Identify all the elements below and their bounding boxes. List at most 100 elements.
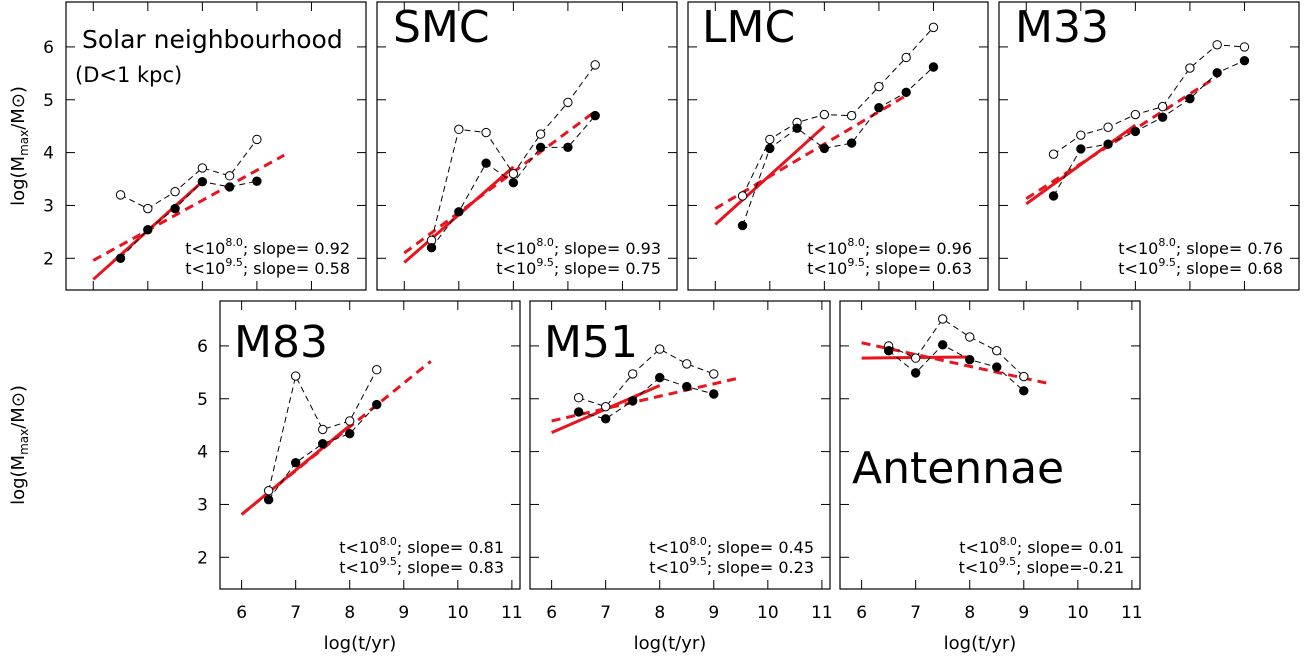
open-point [345, 416, 355, 426]
filled-point [846, 138, 857, 148]
annotation-exponent: 9.5 [379, 555, 397, 568]
annotation-rhs: ; slope= 0.75 [554, 259, 661, 278]
x-tick-label: 6 [236, 603, 247, 623]
panel-title: M83 [234, 317, 328, 368]
open-point [372, 364, 382, 375]
slope-annotation: t<108.0; slope= 0.45 [649, 535, 814, 557]
x-tick-label: 9 [708, 603, 719, 623]
slope-annotation: t<108.0; slope= 0.76 [1118, 236, 1283, 258]
panel-subtitle: (D<1 kpc) [75, 63, 182, 87]
annotation-exponent: 8.0 [847, 236, 865, 249]
panel: 2 3 4 5 6 Solar neighbourhood (D<1 kpc) t<108.0… [8, 1, 367, 291]
open-point [1130, 109, 1141, 120]
annotation-rhs: ; slope= 0.81 [397, 538, 504, 557]
open-point [224, 171, 235, 181]
annotation-lhs: t<10 [1118, 239, 1158, 258]
annotation-rhs: ; slope= 0.76 [1176, 239, 1283, 258]
open-point [1212, 40, 1222, 50]
filled-point [535, 142, 546, 153]
filled-point [965, 354, 975, 365]
open-point [1185, 63, 1195, 73]
open-point [535, 129, 546, 139]
y-tick-label: 2 [197, 548, 208, 568]
annotation-lhs: t<10 [496, 239, 536, 258]
series-line [1053, 44, 1245, 155]
open-point [318, 424, 328, 435]
slope-annotation: t<108.0; slope= 0.01 [959, 535, 1124, 557]
annotation-exponent: 8.0 [1158, 236, 1176, 249]
plot-frame [65, 1, 367, 291]
filled-point [655, 372, 665, 383]
filled-point [1048, 191, 1059, 201]
fit-line [1025, 75, 1218, 200]
annotation-exponent: 9.5 [999, 555, 1017, 568]
slope-annotation: t<109.5; slope=-0.21 [959, 555, 1124, 577]
filled-point [563, 142, 573, 153]
open-point [1048, 149, 1059, 159]
open-point [709, 369, 719, 379]
y-tick-label: 2 [43, 249, 54, 269]
filled-point [290, 458, 301, 468]
filled-point [901, 87, 911, 98]
slope-annotation: t<109.5; slope= 0.63 [807, 256, 972, 278]
annotation-rhs: ; slope= 0.68 [1176, 259, 1283, 278]
open-point [965, 332, 975, 342]
panel-title: M51 [544, 317, 638, 368]
filled-point [481, 158, 491, 168]
y-label-rest: /M⊙) [8, 385, 29, 429]
x-tick-label: 6 [856, 603, 867, 623]
filled-point [910, 368, 921, 378]
filled-point [628, 396, 638, 406]
plot-frame [687, 1, 989, 291]
annotation-exponent: 8.0 [999, 535, 1017, 548]
filled-point [224, 182, 235, 192]
filled-point [1103, 139, 1113, 149]
open-point [454, 124, 464, 135]
annotation-exponent: 9.5 [689, 555, 707, 568]
x-tick-label: 8 [964, 603, 975, 623]
panel-title: M33 [1015, 2, 1109, 53]
filled-point [874, 102, 884, 113]
annotation-lhs: t<10 [496, 259, 536, 278]
filled-point [682, 381, 692, 392]
annotation-exponent: 9.5 [536, 256, 554, 269]
open-point [901, 52, 911, 63]
open-point [765, 134, 775, 145]
annotation-lhs: t<10 [649, 558, 689, 577]
panel-title: Antennae [852, 443, 1064, 494]
plot-frame [998, 1, 1300, 291]
filled-point [318, 438, 328, 449]
y-tick-label: 6 [197, 337, 208, 357]
open-point [874, 81, 884, 92]
x-axis-label: log(t/yr) [944, 633, 1017, 654]
open-point [655, 344, 665, 354]
x-tick-label: 11 [1121, 603, 1143, 623]
annotation-lhs: t<10 [649, 538, 689, 557]
x-tick-label: 10 [757, 603, 779, 623]
plot-frame [839, 300, 1141, 590]
annotation-lhs: t<10 [959, 558, 999, 577]
y-axis-label: log(Mmax/M⊙) [8, 86, 31, 206]
annotation-lhs: t<10 [807, 239, 847, 258]
annotation-exponent: 8.0 [536, 236, 554, 249]
slope-annotation: t<108.0; slope= 0.93 [496, 236, 661, 258]
annotation-rhs: ; slope= 0.93 [554, 239, 661, 258]
y-tick-label: 4 [43, 144, 54, 164]
x-tick-label: 10 [1067, 603, 1089, 623]
filled-point [426, 243, 437, 253]
y-tick-label: 3 [197, 495, 208, 515]
filled-point [709, 389, 719, 399]
open-point [197, 163, 208, 173]
series-line [120, 139, 258, 210]
annotation-exponent: 9.5 [847, 256, 865, 269]
filled-point [508, 178, 519, 188]
y-label-sub: max [17, 130, 31, 156]
x-tick-label: 8 [654, 603, 665, 623]
open-point [928, 22, 939, 33]
annotation-exponent: 9.5 [1158, 256, 1176, 269]
open-point [1239, 42, 1250, 52]
filled-point [345, 428, 355, 439]
